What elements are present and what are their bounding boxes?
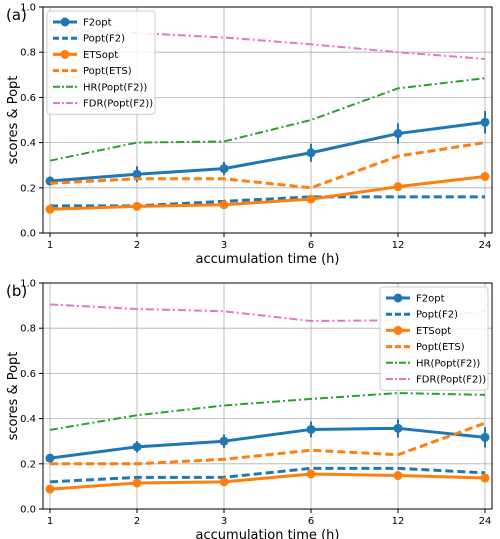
series-line: [49, 120, 486, 183]
data-point: [480, 117, 490, 127]
y-tick-label: 1.0: [20, 3, 36, 14]
legend-label: ETSopt: [416, 326, 451, 337]
x-tick-label: 2: [134, 240, 140, 251]
legend-marker: [60, 49, 70, 59]
data-point: [480, 172, 490, 181]
y-tick-label: 0.4: [20, 138, 36, 149]
data-point: [306, 424, 316, 434]
series-line: [49, 28, 486, 60]
series-line: [49, 426, 486, 460]
x-tick-label: 12: [392, 240, 405, 251]
legend-label: Popt(F2): [416, 310, 458, 321]
data-point: [393, 423, 403, 433]
legend-label: F2opt: [416, 294, 445, 305]
data-point: [306, 469, 316, 479]
series-line: [50, 421, 486, 466]
y-tick-label: 1.0: [20, 279, 36, 290]
data-point: [45, 453, 55, 463]
data-point: [132, 169, 142, 179]
y-tick-label: 0.0: [20, 505, 36, 516]
legend: F2opt Popt(F2) ETSopt Popt(ETS) HR(Popt(F2))…: [46, 10, 156, 115]
legend-label: ETSopt: [83, 50, 118, 61]
y-tick-label: 0.6: [20, 93, 36, 104]
x-tick-label: 24: [479, 240, 492, 251]
series-line: [49, 175, 486, 211]
x-tick-label: 24: [479, 516, 492, 527]
data-point: [132, 442, 142, 452]
legend-marker: [393, 293, 403, 303]
data-point: [393, 182, 403, 192]
plot-frame: [42, 282, 493, 510]
x-tick-label: 3: [221, 240, 227, 251]
panel-label: (a): [6, 6, 27, 24]
y-tick-label: 0.2: [20, 459, 36, 470]
data-point: [480, 473, 490, 483]
series-line: [49, 472, 486, 491]
y-tick-label: 0.0: [20, 229, 36, 240]
data-point: [480, 432, 490, 442]
y-axis-label: scores & Popt: [6, 76, 21, 165]
legend-label: Popt(ETS): [83, 66, 132, 77]
data-point: [393, 471, 403, 481]
y-tick-label: 0.6: [20, 369, 36, 380]
series-line: [49, 77, 486, 162]
x-tick-label: 1: [47, 240, 53, 251]
series-line: [49, 392, 486, 431]
legend-marker: [60, 17, 70, 27]
y-axis-label: scores & Popt: [6, 352, 21, 441]
legend-label: Popt(F2): [83, 34, 125, 45]
data-point: [219, 200, 229, 210]
series-line: [49, 141, 486, 190]
data-point: [306, 194, 316, 204]
y-tick-label: 0.8: [20, 324, 36, 335]
y-tick-label: 0.2: [20, 183, 36, 194]
x-axis-label: accumulation time (h): [196, 252, 340, 267]
data-point: [393, 129, 403, 139]
panel-label: (b): [6, 282, 27, 300]
plot-frame: [42, 6, 493, 234]
data-point: [132, 201, 142, 211]
data-point: [219, 477, 229, 487]
x-tick-label: 3: [221, 516, 227, 527]
data-point: [219, 436, 229, 446]
x-tick-label: 6: [308, 516, 314, 527]
data-point: [306, 148, 316, 158]
legend-marker: [393, 325, 403, 335]
legend-label: FDR(Popt(F2)): [416, 375, 486, 386]
data-point: [45, 484, 55, 494]
series-line: [49, 466, 486, 484]
y-tick-label: 0.4: [20, 414, 36, 425]
legend: F2opt Popt(F2) ETSopt Popt(ETS) HR(Popt(F2))…: [379, 286, 489, 391]
legend-label: Popt(ETS): [416, 342, 465, 353]
data-point: [132, 478, 142, 488]
data-point: [45, 204, 55, 214]
legend-label: F2opt: [83, 18, 112, 29]
x-tick-label: 6: [308, 240, 314, 251]
x-axis-label: accumulation time (h): [196, 528, 340, 539]
y-tick-label: 0.8: [20, 48, 36, 59]
x-tick-label: 1: [47, 516, 53, 527]
legend-label: HR(Popt(F2)): [83, 82, 147, 93]
legend-label: FDR(Popt(F2)): [83, 99, 153, 110]
data-point: [219, 164, 229, 174]
x-tick-label: 2: [134, 516, 140, 527]
legend-label: HR(Popt(F2)): [416, 358, 480, 369]
x-tick-label: 12: [392, 516, 405, 527]
